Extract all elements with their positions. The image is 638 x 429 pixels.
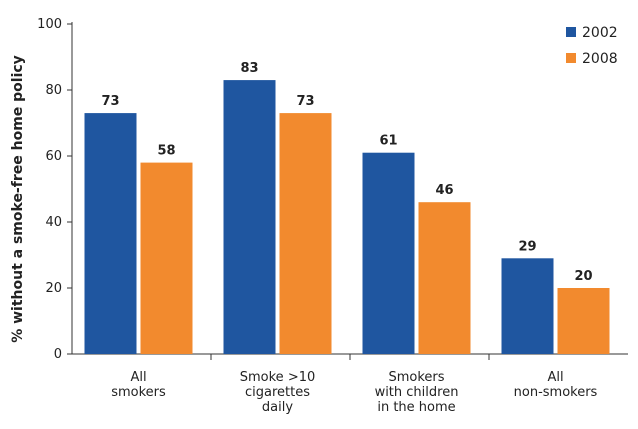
- bar-2008-2: [418, 202, 471, 354]
- bars: 73 58 83 73 61 46 29 20: [84, 61, 610, 354]
- x-category-label-line: Smoke >10: [240, 370, 316, 385]
- x-category-label: Smoke >10 cigarettes daily: [240, 370, 316, 415]
- bar-2002-0: [84, 113, 137, 354]
- x-category-label-line: Smokers: [388, 370, 444, 385]
- y-tick-label: 100: [37, 17, 62, 32]
- y-tick-label: 80: [45, 83, 62, 98]
- y-axis-title: % without a smoke-free home policy: [10, 55, 26, 343]
- data-label: 61: [379, 134, 397, 149]
- x-category-label: All non-smokers: [514, 370, 598, 400]
- data-label: 29: [518, 239, 536, 254]
- x-category-label-line: cigarettes: [245, 385, 310, 400]
- bar-2008-3: [557, 288, 610, 354]
- x-category-label-line: smokers: [111, 385, 166, 400]
- data-label: 73: [296, 94, 314, 109]
- legend-swatch: [566, 27, 576, 37]
- x-category-label: All smokers: [111, 370, 166, 400]
- x-category-label-line: in the home: [377, 400, 455, 415]
- y-tick-label: 20: [45, 281, 62, 296]
- data-label: 83: [240, 61, 258, 76]
- legend: 2002 2008: [566, 25, 618, 67]
- data-label: 73: [101, 94, 119, 109]
- x-category-label: Smokers with children in the home: [375, 370, 459, 415]
- data-label: 20: [574, 269, 592, 284]
- bar-2008-0: [140, 162, 193, 354]
- x-category-label-line: with children: [375, 385, 459, 400]
- legend-label: 2002: [582, 25, 618, 41]
- y-tick-label: 40: [45, 215, 62, 230]
- bar-2002-1: [223, 80, 276, 354]
- x-category-label-line: All: [130, 370, 146, 385]
- x-category-label-line: non-smokers: [514, 385, 598, 400]
- x-category-label-line: daily: [262, 400, 293, 415]
- legend-label: 2008: [582, 51, 618, 67]
- y-tick-label: 60: [45, 149, 62, 164]
- bar-2008-1: [279, 113, 332, 354]
- data-label: 58: [157, 144, 175, 159]
- y-tick-label: 0: [54, 347, 62, 362]
- x-category-label-line: All: [547, 370, 563, 385]
- y-ticks: 0 20 40 60 80 100: [37, 17, 490, 362]
- data-label: 46: [435, 183, 453, 198]
- bar-2002-2: [362, 152, 415, 354]
- bar-2002-3: [501, 258, 554, 354]
- legend-swatch: [566, 53, 576, 63]
